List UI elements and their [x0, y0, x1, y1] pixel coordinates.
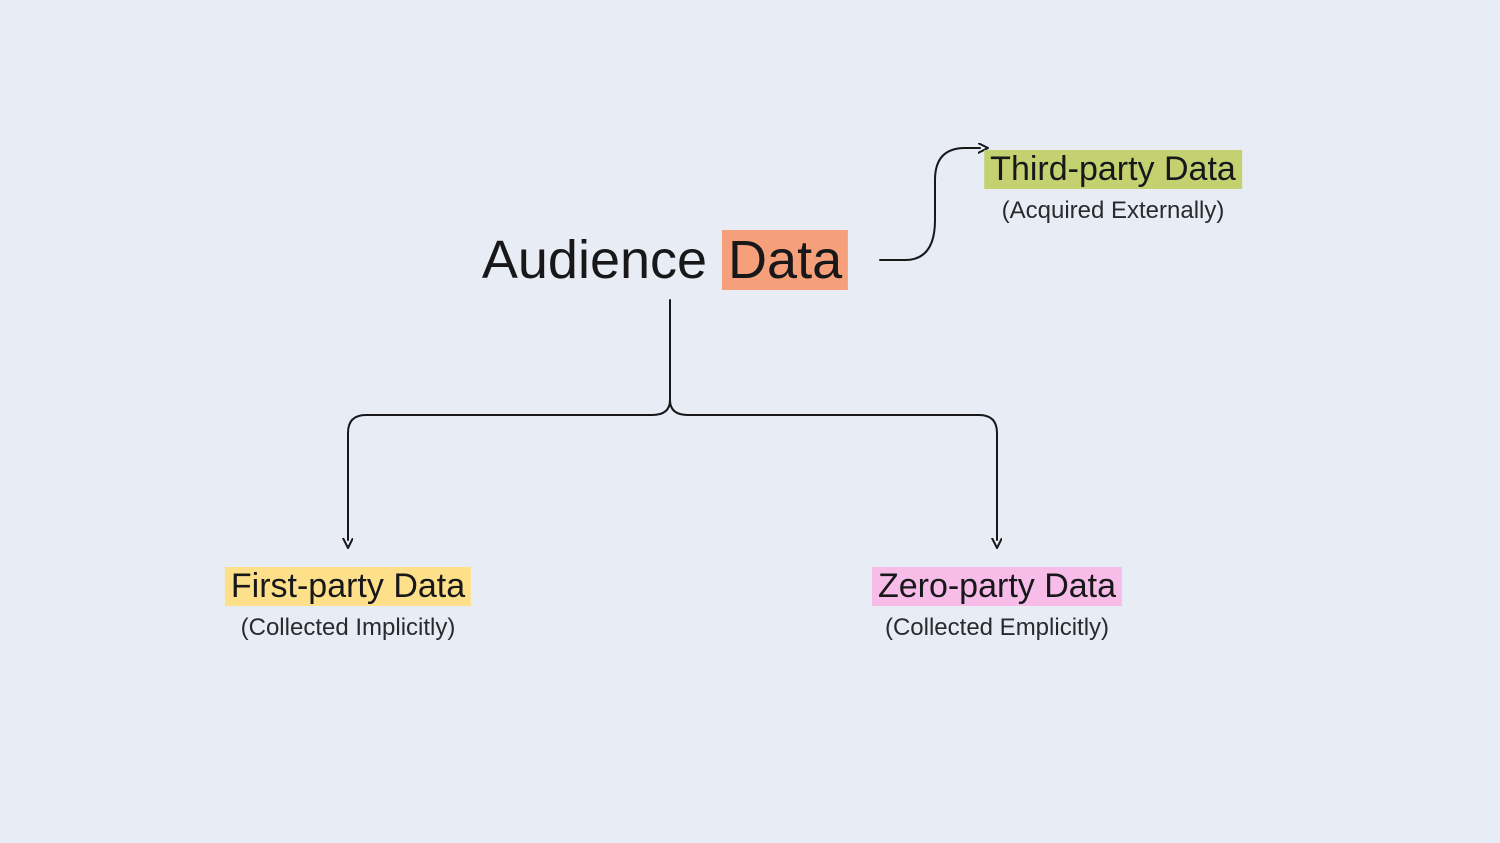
third-party-subtitle: (Acquired Externally): [984, 197, 1242, 225]
node-third-party: Third-party Data (Acquired Externally): [984, 150, 1242, 225]
node-zero-party: Zero-party Data (Collected Emplicitly): [872, 567, 1122, 642]
diagram-edges: [0, 0, 1500, 843]
root-prefix: Audience: [482, 230, 722, 290]
first-party-title: First-party Data: [225, 567, 471, 606]
first-party-subtitle: (Collected Implicitly): [225, 614, 471, 642]
audience-data-diagram: Audience Data Third-party Data (Acquired…: [0, 0, 1500, 843]
root-label: Audience Data: [482, 230, 848, 290]
root-node: Audience Data: [482, 229, 848, 291]
third-party-title: Third-party Data: [984, 150, 1242, 189]
node-first-party: First-party Data (Collected Implicitly): [225, 567, 471, 642]
zero-party-title: Zero-party Data: [872, 567, 1122, 606]
root-highlight: Data: [722, 230, 848, 290]
zero-party-subtitle: (Collected Emplicitly): [872, 614, 1122, 642]
